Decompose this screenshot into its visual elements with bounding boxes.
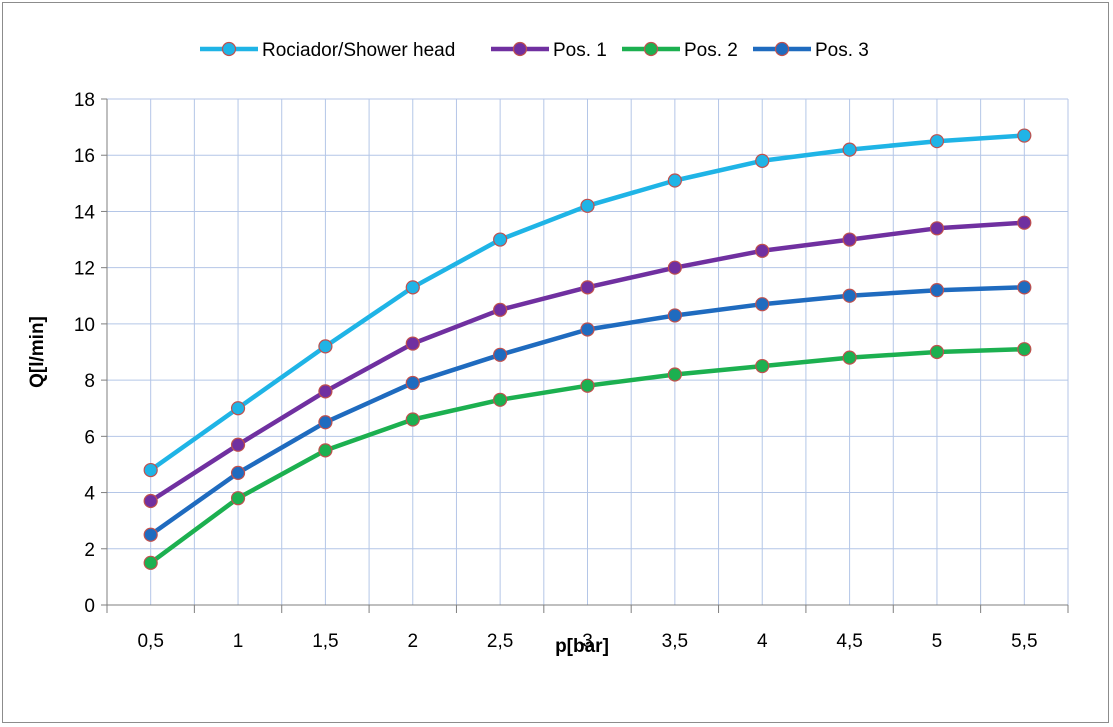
x-tick-label: 3,5 bbox=[662, 631, 688, 652]
y-tick-labels: 0 2 4 6 8 10 12 14 16 18 bbox=[74, 90, 96, 617]
data-point bbox=[493, 232, 508, 247]
y-tick-label: 18 bbox=[74, 90, 95, 111]
x-tick-label: 2 bbox=[407, 631, 418, 652]
data-point bbox=[143, 555, 158, 570]
x-axis-title: p[bar] bbox=[555, 636, 609, 657]
series-3 bbox=[143, 342, 1032, 570]
data-point bbox=[929, 283, 945, 298]
data-point bbox=[755, 243, 770, 258]
series-4 bbox=[143, 280, 1032, 542]
x-tick-label: 4 bbox=[757, 631, 768, 652]
data-point bbox=[230, 491, 246, 506]
data-point bbox=[318, 443, 333, 458]
data-point bbox=[755, 153, 770, 168]
data-point bbox=[493, 302, 508, 317]
legend-item-1: Rociador/Shower head bbox=[200, 40, 455, 61]
data-point bbox=[580, 378, 595, 393]
y-tick-label: 8 bbox=[84, 371, 95, 392]
data-point bbox=[667, 173, 682, 188]
data-point bbox=[143, 493, 158, 509]
legend-label: Pos. 3 bbox=[815, 40, 869, 61]
data-point bbox=[230, 465, 246, 480]
data-point bbox=[318, 384, 333, 399]
data-point bbox=[143, 462, 158, 478]
y-tick-label: 16 bbox=[74, 146, 95, 167]
y-tick-label: 6 bbox=[84, 427, 95, 448]
data-point bbox=[842, 350, 857, 365]
data-point bbox=[405, 280, 420, 295]
y-axis-title: Q[l/min] bbox=[27, 316, 48, 388]
data-point bbox=[1017, 280, 1032, 295]
data-point bbox=[493, 392, 508, 407]
data-point bbox=[230, 437, 246, 452]
x-tick-label: 3 bbox=[582, 631, 593, 652]
x-tick-label: 1,5 bbox=[312, 631, 338, 652]
data-point bbox=[230, 401, 246, 416]
y-tick-label: 4 bbox=[84, 484, 95, 505]
x-tick-label: 4,5 bbox=[836, 631, 862, 652]
x-tick-label: 0,5 bbox=[137, 631, 163, 652]
series-1 bbox=[143, 128, 1032, 478]
data-point bbox=[667, 308, 682, 323]
x-tick-label: 2,5 bbox=[487, 631, 513, 652]
axes bbox=[101, 98, 1069, 613]
data-point bbox=[580, 198, 595, 213]
data-point bbox=[667, 260, 682, 275]
data-point bbox=[929, 344, 945, 360]
data-point bbox=[405, 412, 420, 427]
legend-label: Pos. 1 bbox=[553, 40, 607, 61]
legend-marker bbox=[221, 41, 237, 57]
data-point bbox=[580, 280, 595, 295]
legend-marker bbox=[512, 41, 528, 57]
series-2 bbox=[143, 215, 1032, 509]
data-point bbox=[755, 297, 770, 312]
data-point bbox=[929, 221, 945, 236]
data-point bbox=[405, 375, 420, 391]
data-point bbox=[318, 415, 333, 430]
x-tick-label: 1 bbox=[233, 631, 244, 652]
data-point bbox=[842, 142, 857, 157]
y-tick-label: 10 bbox=[74, 315, 95, 336]
data-point bbox=[1017, 215, 1032, 230]
legend-marker bbox=[643, 41, 659, 57]
data-point bbox=[842, 232, 857, 247]
legend-item-4: Pos. 3 bbox=[753, 40, 869, 61]
legend-item-3: Pos. 2 bbox=[622, 40, 738, 61]
x-tick-label: 5,5 bbox=[1011, 631, 1037, 652]
data-point bbox=[929, 134, 945, 149]
data-point bbox=[842, 288, 857, 303]
y-tick-label: 2 bbox=[84, 540, 95, 561]
series-group bbox=[143, 128, 1032, 570]
x-tick-labels: 0,5 1 1,5 2 2,5 3 3,5 4 4,5 5 5,5 bbox=[137, 631, 1037, 652]
legend-label: Pos. 2 bbox=[684, 40, 738, 61]
data-point bbox=[493, 347, 508, 362]
legend-item-2: Pos. 1 bbox=[491, 40, 607, 61]
data-point bbox=[318, 339, 333, 354]
data-point bbox=[667, 367, 682, 382]
data-point bbox=[1017, 342, 1032, 357]
data-point bbox=[755, 358, 770, 374]
data-point bbox=[405, 336, 420, 351]
legend-marker bbox=[774, 41, 790, 57]
y-tick-label: 14 bbox=[74, 202, 96, 223]
legend: Rociador/Shower head Pos. 1 Pos. 2 Pos. 3 bbox=[200, 40, 869, 61]
data-point bbox=[1017, 128, 1032, 143]
y-tick-label: 0 bbox=[84, 596, 95, 617]
y-tick-label: 12 bbox=[74, 259, 95, 280]
data-point bbox=[580, 322, 595, 337]
data-point bbox=[143, 527, 158, 542]
legend-label: Rociador/Shower head bbox=[262, 40, 455, 61]
x-tick-label: 5 bbox=[932, 631, 943, 652]
